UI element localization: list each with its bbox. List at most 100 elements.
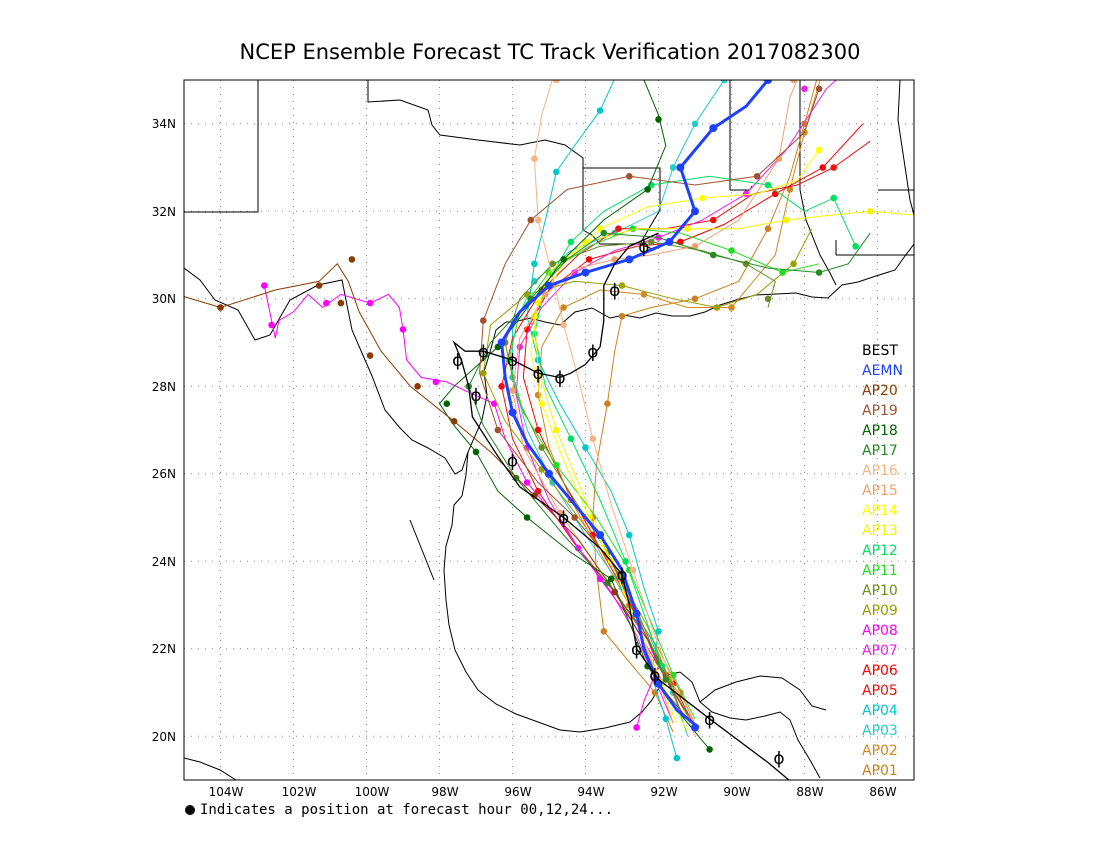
forecast-position-marker <box>852 243 859 250</box>
lat-label: 32N <box>151 205 176 219</box>
footnote: Indicates a position at forecast hour 00… <box>185 802 613 818</box>
mexico-pacific-coastline <box>184 757 237 780</box>
forecast-position-marker <box>633 724 640 731</box>
track-ap16 <box>531 80 696 737</box>
map-frame <box>183 79 915 781</box>
legend-item-ap16: AP16 <box>862 463 898 479</box>
forecast-position-marker <box>531 278 538 285</box>
chart-title: NCEP Ensemble Forecast TC Track Verifica… <box>239 40 861 64</box>
hurricane-symbol-icon: ϕ <box>638 237 649 257</box>
forecast-position-marker <box>640 291 648 298</box>
forecast-position-marker <box>691 207 699 216</box>
track-line <box>512 80 726 737</box>
forecast-position-marker <box>567 238 575 246</box>
forecast-position-marker <box>560 321 567 329</box>
forecast-position-marker <box>611 588 618 596</box>
track-line <box>500 80 770 729</box>
forecast-position-marker <box>699 194 706 202</box>
forecast-position-marker <box>618 312 626 320</box>
forecast-position-marker <box>866 208 874 215</box>
lon-label: 94W <box>577 785 605 799</box>
forecast-position-marker <box>710 251 717 259</box>
forecast-position-marker <box>728 304 735 311</box>
legend-item-ap15: AP15 <box>862 483 898 499</box>
forecast-position-marker <box>801 85 808 93</box>
forecast-position-marker <box>523 514 531 521</box>
lat-lon-grid <box>184 80 914 780</box>
forecast-position-marker <box>366 352 374 359</box>
forecast-position-marker <box>600 628 608 635</box>
legend-item-ap10: AP10 <box>862 583 898 599</box>
lat-label: 20N <box>151 730 176 744</box>
forecast-position-marker <box>709 124 718 133</box>
forecast-position-marker <box>669 164 677 171</box>
forecast-position-marker <box>542 291 549 298</box>
lon-label: 92W <box>650 785 678 799</box>
forecast-position-marker <box>399 326 407 333</box>
forecast-position-marker <box>531 330 538 338</box>
forecast-position-marker <box>691 243 699 250</box>
forecast-position-marker <box>665 237 674 246</box>
hurricane-symbol-icon: ϕ <box>452 351 463 371</box>
legend-item-ap09: AP09 <box>862 603 898 619</box>
forecast-position-marker <box>655 116 662 123</box>
forecast-position-marker <box>596 531 605 539</box>
legend-item-ap06: AP06 <box>862 663 898 679</box>
forecast-position-marker <box>414 383 421 390</box>
forecast-position-marker <box>647 181 655 189</box>
track-line <box>184 263 689 720</box>
hurricane-symbol-icon: ϕ <box>609 281 620 301</box>
forecast-position-marker <box>560 304 567 311</box>
track-line <box>526 80 678 759</box>
lon-label: 90W <box>723 785 751 799</box>
forecast-position-marker <box>691 295 699 303</box>
legend-item-ap02: AP02 <box>862 743 898 759</box>
forecast-position-marker <box>815 85 823 93</box>
forecast-position-marker <box>261 282 268 289</box>
forecast-position-marker <box>629 566 637 574</box>
forecast-position-marker <box>662 715 670 723</box>
forecast-position-marker <box>497 338 506 347</box>
forecast-position-marker <box>596 575 604 583</box>
forecast-position-marker <box>618 282 626 289</box>
lat-label: 26N <box>151 467 176 481</box>
legend-item-ap18: AP18 <box>862 423 898 439</box>
forecast-position-marker <box>432 378 440 386</box>
forecast-position-marker <box>615 225 622 232</box>
track-line <box>263 285 660 728</box>
legend-item-aemn: AEMN <box>862 363 903 379</box>
legend-item-ap20: AP20 <box>862 383 898 399</box>
forecast-position-marker <box>673 754 681 762</box>
forecast-position-marker <box>783 216 790 224</box>
forecast-position-marker <box>553 80 560 84</box>
baja-gulf-coastline <box>409 519 435 581</box>
forecast-position-marker <box>581 268 590 277</box>
track-ap20 <box>184 256 689 720</box>
forecast-position-marker <box>268 321 275 329</box>
forecast-position-marker <box>647 238 655 246</box>
forecast-position-marker <box>571 514 578 521</box>
hurricane-symbol-icon: ϕ <box>507 452 518 472</box>
forecast-position-marker <box>691 120 699 128</box>
forecast-position-marker <box>553 168 560 176</box>
forecast-position-marker <box>713 304 721 311</box>
track-ap12 <box>531 175 859 711</box>
hurricane-symbol-icon: ϕ <box>587 342 598 362</box>
track-aemn <box>497 80 772 732</box>
lat-label: 30N <box>151 292 176 306</box>
forecast-position-marker <box>728 247 735 254</box>
forecast-position-marker <box>545 281 553 290</box>
mexico-east-coastline <box>443 451 821 779</box>
legend-item-ap03: AP03 <box>862 723 898 739</box>
forecast-position-marker <box>790 260 797 268</box>
legend-item-ap04: AP04 <box>862 703 898 719</box>
forecast-position-marker <box>508 408 517 417</box>
forecast-position-marker <box>567 435 575 443</box>
lat-label: 34N <box>151 117 176 131</box>
track-ap03 <box>509 80 728 737</box>
forecast-position-marker <box>531 155 538 162</box>
track-ap15 <box>509 80 798 724</box>
legend-item-ap19: AP19 <box>862 403 898 419</box>
lat-label: 28N <box>151 380 176 394</box>
